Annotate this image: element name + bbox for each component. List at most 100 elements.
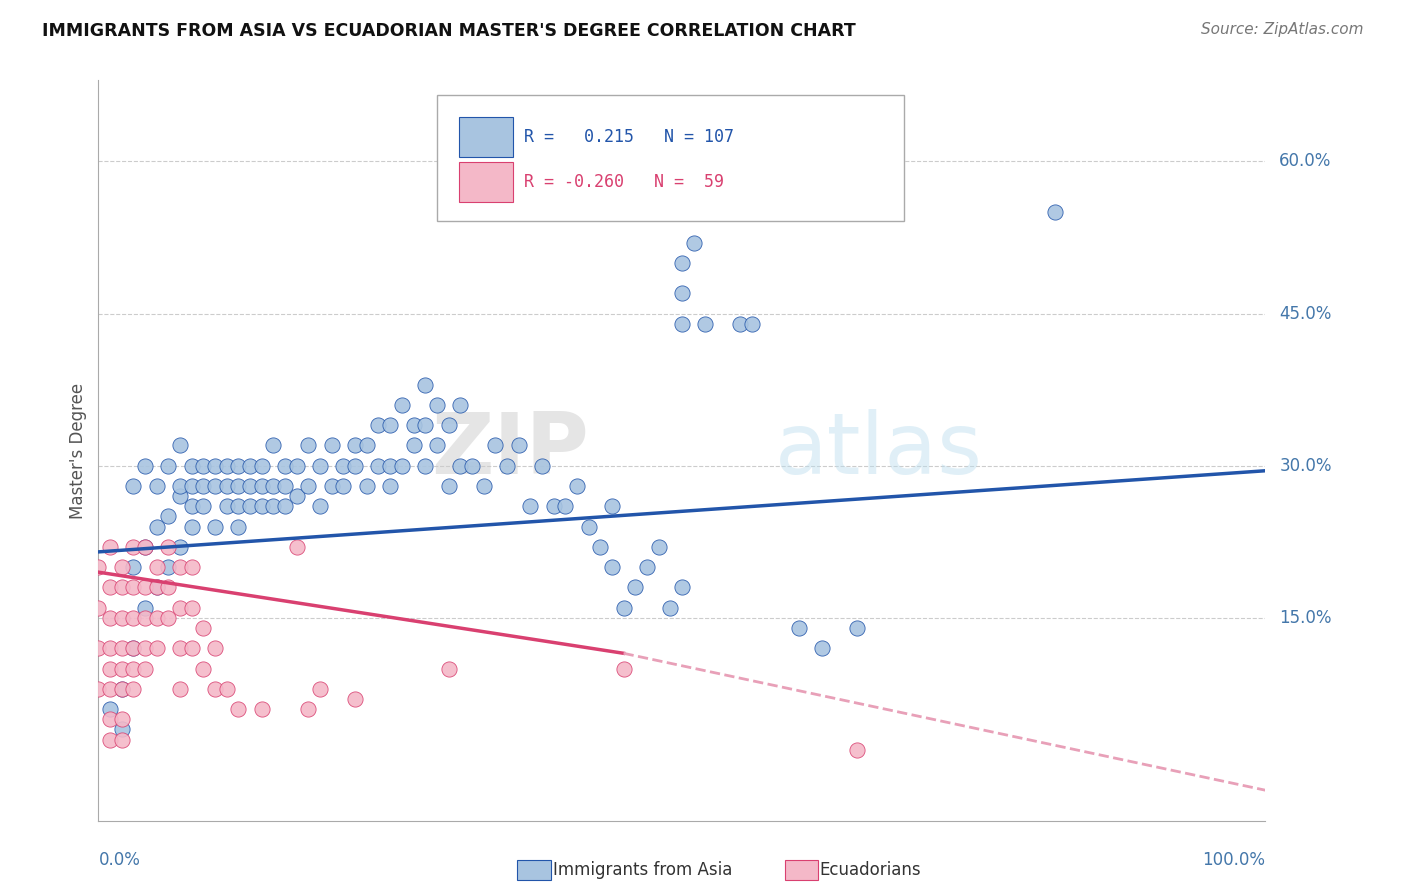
Point [391,458,413,473]
Point [111,723,134,737]
Point [180,560,202,574]
Point [146,611,169,625]
Point [262,479,284,493]
Point [682,235,704,250]
Point [134,600,156,615]
Point [437,661,460,675]
Y-axis label: Master's Degree: Master's Degree [69,383,87,518]
Point [122,479,145,493]
Point [180,519,202,533]
Point [215,479,238,493]
Text: R = -0.260   N =  59: R = -0.260 N = 59 [524,173,724,192]
Point [239,458,262,473]
Point [204,641,226,656]
Point [87,560,110,574]
Point [285,458,308,473]
Point [228,479,250,493]
Point [380,479,402,493]
Point [98,540,121,554]
FancyBboxPatch shape [458,162,513,202]
Point [413,418,436,433]
Point [636,560,658,574]
Text: 0.0%: 0.0% [98,851,141,869]
Point [134,641,156,656]
Point [204,519,226,533]
Point [484,438,506,452]
Point [157,540,180,554]
Point [180,600,202,615]
Point [169,600,191,615]
FancyBboxPatch shape [437,95,904,221]
Point [228,702,250,716]
Point [380,418,402,433]
Point [134,540,156,554]
Point [98,702,121,716]
Point [239,479,262,493]
Point [228,458,250,473]
Point [811,641,834,656]
Text: 45.0%: 45.0% [1279,304,1331,323]
Point [578,519,600,533]
Point [730,317,752,331]
Point [413,458,436,473]
Point [589,540,612,554]
Point [309,458,332,473]
Point [321,438,343,452]
Point [169,479,191,493]
Point [193,458,215,473]
Point [391,398,413,412]
Point [285,489,308,503]
Point [111,611,134,625]
Point [309,681,332,696]
Point [402,418,425,433]
Point [98,661,121,675]
Point [180,458,202,473]
Point [659,600,682,615]
Text: IMMIGRANTS FROM ASIA VS ECUADORIAN MASTER'S DEGREE CORRELATION CHART: IMMIGRANTS FROM ASIA VS ECUADORIAN MASTE… [42,22,856,40]
Point [274,500,297,514]
Point [449,398,471,412]
Point [134,580,156,594]
Point [204,479,226,493]
Point [169,681,191,696]
Point [204,681,226,696]
Point [332,479,354,493]
Point [344,692,367,706]
Point [122,641,145,656]
Point [600,560,623,574]
Point [98,641,121,656]
Point [250,458,273,473]
Point [146,479,169,493]
Point [613,661,636,675]
Point [122,681,145,696]
Point [122,661,145,675]
Point [157,509,180,524]
Point [367,418,389,433]
Point [157,611,180,625]
Point [274,479,297,493]
Point [321,479,343,493]
Point [671,317,693,331]
Point [215,458,238,473]
Point [98,611,121,625]
Point [437,479,460,493]
Point [193,661,215,675]
Point [624,580,647,594]
Point [111,712,134,726]
Point [98,681,121,696]
Point [122,611,145,625]
Point [297,479,319,493]
Point [262,438,284,452]
Point [98,732,121,747]
Point [146,560,169,574]
Point [846,621,869,635]
Point [472,479,495,493]
Point [157,580,180,594]
Text: 15.0%: 15.0% [1279,609,1331,627]
Point [169,641,191,656]
Point [146,641,169,656]
Point [285,540,308,554]
Point [228,500,250,514]
Point [239,500,262,514]
Point [846,742,869,756]
